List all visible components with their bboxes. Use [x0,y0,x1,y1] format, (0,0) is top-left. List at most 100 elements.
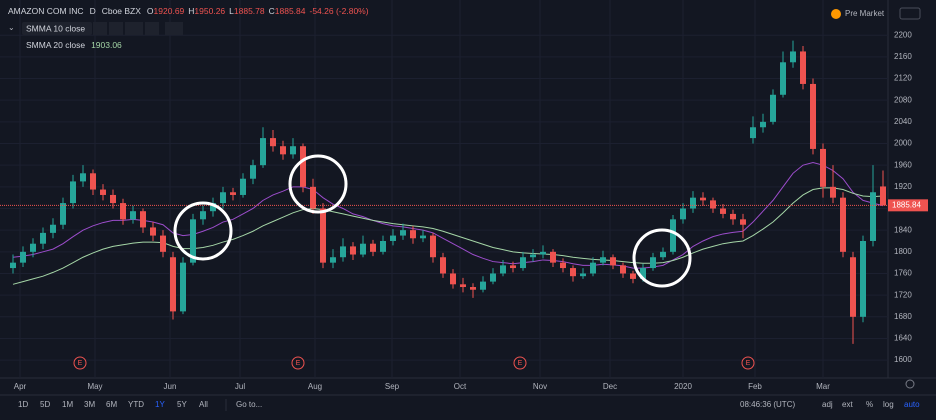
range-button[interactable]: 5Y [177,400,187,409]
range-button[interactable]: 6M [106,400,117,409]
ohlc-value: 1885.84 [275,6,306,16]
event-marker[interactable] [291,356,305,370]
candle-body [750,127,756,139]
candle-body [610,257,616,266]
settings-icon[interactable] [109,22,123,35]
more-icon[interactable] [165,22,183,35]
ohlc-label: L [229,6,234,16]
highlight-circle [173,201,233,261]
y-tick-label: 1680 [894,312,912,321]
candle-body [700,197,706,201]
candle-body [460,284,466,288]
range-button[interactable]: 1D [18,400,28,409]
candle-body [490,273,496,282]
candle-body [10,262,16,269]
candle-body [240,178,246,195]
x-tick-label: Apr [14,382,27,391]
pre-market[interactable]: Pre Market [845,9,885,18]
x-tick-label: Aug [308,382,322,391]
scale-option[interactable]: auto [904,400,920,409]
candle-body [360,243,366,255]
goto-button[interactable]: Go to... [236,400,262,409]
collapse-icon[interactable]: ⌄ [8,23,15,32]
candle-body [260,138,266,166]
x-tick-label: Feb [748,382,762,391]
candle-body [190,219,196,263]
indicator-name[interactable]: SMMA 10 close [26,23,85,33]
clock: 08:46:36 (UTC) [740,400,795,409]
candle-body [880,186,886,206]
candle-body [540,251,546,255]
source-icon[interactable] [125,22,143,35]
candle-body [230,192,236,195]
y-tick-label: 2120 [894,74,912,83]
candle-body [480,281,486,290]
y-tick-label: 2040 [894,117,912,126]
scale-option[interactable]: ext [842,400,853,409]
event-label: E [78,360,83,367]
candle-body [580,273,586,277]
candle-body [510,265,516,269]
range-button[interactable]: 1Y [155,400,165,409]
scale-option[interactable]: adj [822,400,833,409]
range-button[interactable]: All [199,400,208,409]
candle-body [130,211,136,220]
y-tick-label: 1760 [894,269,912,278]
candle-body [710,200,716,209]
candle-body [400,230,406,236]
range-button[interactable]: 5D [40,400,50,409]
settings-icon[interactable] [905,379,915,389]
candle-body [450,273,456,285]
scale-option[interactable]: log [883,400,894,409]
candle-body [350,246,356,255]
x-tick-label: Nov [533,382,547,391]
candle-body [560,262,566,269]
indicator-line: SMMA 20 close 1903.06 [26,40,122,50]
y-tick-label: 1920 [894,182,912,191]
y-tick-label: 2160 [894,52,912,61]
event-marker[interactable] [741,356,755,370]
x-tick-label: Sep [385,382,400,391]
candle-body [660,251,666,258]
candle-body [280,146,286,155]
range-button[interactable]: 3M [84,400,95,409]
candle-body [50,224,56,233]
candle-body [220,192,226,204]
candle-body [720,208,726,214]
range-button[interactable]: YTD [128,400,144,409]
indicator-name[interactable]: SMMA 20 close [26,40,85,50]
candle-body [120,203,126,220]
highlight-circle [632,228,692,288]
ohlc-value: 1920.69 [154,6,185,16]
screenshot-icon[interactable] [899,7,921,20]
scale-option[interactable]: % [866,400,873,409]
candle-body [770,94,776,122]
y-tick-label: 2000 [894,139,912,148]
eye-icon[interactable] [93,22,107,35]
candle-body [430,235,436,258]
indicator-box[interactable] [22,22,92,35]
candle-body [380,240,386,252]
indicator-value: 1903.06 [91,40,122,50]
x-tick-label: Oct [454,382,467,391]
candle-body [330,257,336,263]
x-tick-label: 2020 [674,382,692,391]
x-tick-label: Jul [235,382,245,391]
candle-body [370,243,376,252]
candle-body [800,51,806,84]
event-marker[interactable] [513,356,527,370]
candle-body [200,211,206,220]
candle-body [170,257,176,312]
candle-body [60,203,66,225]
event-marker[interactable] [73,356,87,370]
candle-body [870,192,876,241]
remove-icon[interactable] [145,22,159,35]
candle-body [760,121,766,128]
candle-body [860,240,866,317]
candle-body [290,146,296,155]
candle-body [180,262,186,312]
range-button[interactable]: 1M [62,400,73,409]
candle-body [590,262,596,274]
interval: D [90,6,96,16]
candle-body [390,235,396,241]
